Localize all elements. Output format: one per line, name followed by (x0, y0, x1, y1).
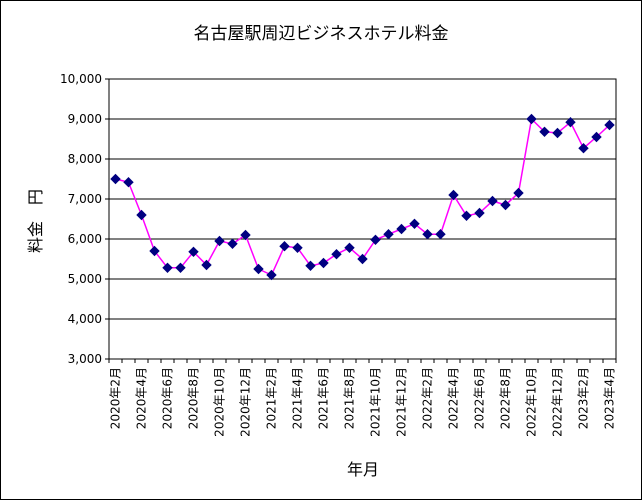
data-point (474, 207, 485, 219)
x-tick-label: 2022年12月 (551, 367, 565, 437)
y-tick-label: 10,000 (60, 72, 102, 86)
data-point (123, 176, 134, 188)
x-tick-label: 2023年4月 (603, 367, 617, 429)
data-point (539, 126, 550, 138)
y-axis-ticks: 3,000 4,000 5,000 6,000 7,000 8,000 9,000 10,00… (60, 72, 109, 366)
data-point (500, 199, 511, 211)
x-tick-label: 2020年10月 (213, 367, 227, 437)
data-point (188, 246, 199, 258)
plot-area (108, 78, 617, 360)
x-tick-label: 2021年6月 (317, 367, 331, 429)
data-point (266, 269, 277, 281)
y-tick-label: 5,000 (68, 272, 102, 286)
data-point (214, 235, 225, 247)
data-point (305, 260, 316, 272)
data-point (526, 113, 537, 125)
x-tick-label: 2020年4月 (135, 367, 149, 429)
data-point (357, 253, 368, 265)
chart-title: 名古屋駅周辺ビジネスホテル料金 (194, 24, 449, 44)
y-tick-label: 8,000 (68, 152, 102, 166)
data-point (227, 238, 238, 250)
x-tick-label: 2023年2月 (577, 367, 591, 429)
data-point (240, 229, 251, 241)
y-axis-label: 料金 円 (26, 189, 45, 253)
data-point (435, 228, 446, 240)
x-tick-label: 2021年4月 (291, 367, 305, 429)
x-tick-label: 2022年8月 (499, 367, 513, 429)
data-point (136, 209, 147, 221)
x-tick-label: 2021年12月 (395, 367, 409, 437)
data-point (318, 257, 329, 269)
series-markers (110, 113, 615, 281)
data-point (448, 189, 459, 201)
y-tick-label: 7,000 (68, 192, 102, 206)
x-tick-label: 2020年2月 (109, 367, 123, 429)
data-point (422, 228, 433, 240)
data-point (565, 116, 576, 128)
data-point (591, 131, 602, 143)
data-point (292, 242, 303, 254)
data-point (331, 248, 342, 260)
x-tick-label: 2022年2月 (421, 367, 435, 429)
y-tick-label: 9,000 (68, 112, 102, 126)
data-point (461, 210, 472, 222)
data-point (201, 259, 212, 271)
x-tick-label: 2022年4月 (447, 367, 461, 429)
data-point (370, 234, 381, 246)
data-point (162, 262, 173, 274)
x-tick-label: 2022年6月 (473, 367, 487, 429)
data-point (253, 263, 264, 275)
x-axis-ticks: 2020年2月 2020年4月 2020年6月 2020年8月 2020年10月 2020… (108, 359, 617, 437)
data-point (578, 142, 589, 154)
data-point (344, 242, 355, 254)
x-tick-label: 2020年6月 (161, 367, 175, 429)
x-tick-label: 2021年2月 (265, 367, 279, 429)
x-tick-label: 2021年8月 (343, 367, 357, 429)
x-tick-label: 2020年12月 (239, 367, 253, 437)
data-point (149, 245, 160, 257)
data-point (383, 228, 394, 240)
x-tick-label: 2022年10月 (525, 367, 539, 437)
data-point (604, 119, 615, 131)
data-point (110, 173, 121, 185)
x-tick-label: 2021年10月 (369, 367, 383, 437)
data-point (396, 223, 407, 235)
y-tick-label: 6,000 (68, 232, 102, 246)
data-point (552, 127, 563, 139)
data-point (513, 187, 524, 199)
data-point (175, 262, 186, 274)
data-point (487, 195, 498, 207)
data-point (279, 240, 290, 252)
gridlines (109, 118, 616, 320)
y-tick-label: 3,000 (68, 352, 102, 366)
y-tick-label: 4,000 (68, 312, 102, 326)
x-tick-label: 2020年8月 (187, 367, 201, 429)
data-point (409, 218, 420, 230)
x-axis-label: 年月 (347, 460, 379, 479)
